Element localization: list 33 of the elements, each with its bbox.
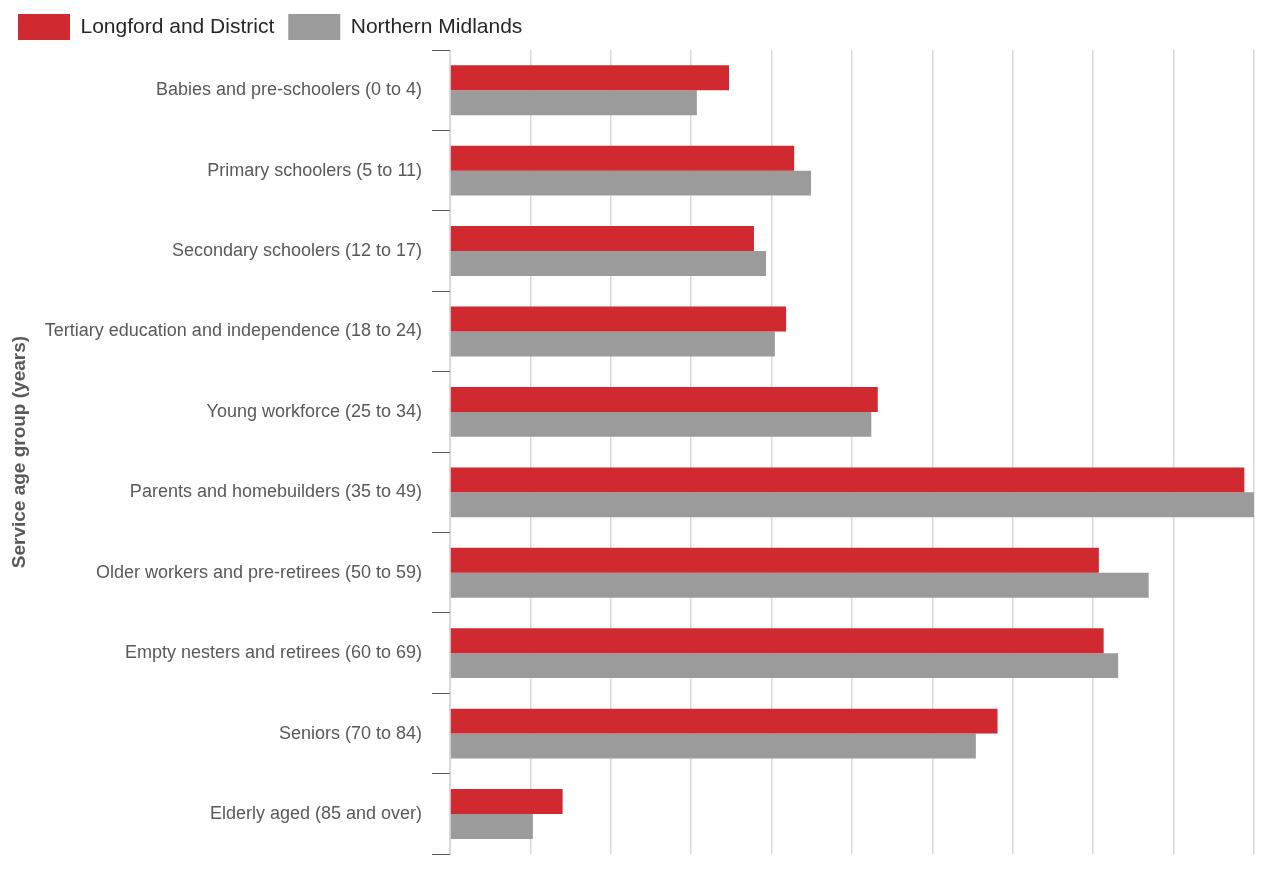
bar xyxy=(450,492,1254,518)
bar xyxy=(450,813,533,839)
legend-label: Northern Midlands xyxy=(350,13,523,37)
bar xyxy=(450,386,878,412)
y-tick-label: Empty nesters and retirees (60 to 69) xyxy=(124,642,423,663)
bar xyxy=(450,547,1099,573)
y-tick-label: Tertiary education and independence (18 to 24) xyxy=(44,320,423,341)
bar xyxy=(450,733,976,759)
y-tick-label: Young workforce (25 to 34) xyxy=(206,400,423,421)
y-tick-label: Parents and homebuilders (35 to 49) xyxy=(129,481,423,502)
bar xyxy=(450,145,795,171)
bar xyxy=(450,411,872,437)
bar xyxy=(450,628,1104,654)
bar xyxy=(450,251,767,276)
bar xyxy=(450,572,1149,598)
bar xyxy=(450,170,812,196)
y-tick-label: Primary schoolers (5 to 11) xyxy=(207,159,423,180)
bar xyxy=(450,226,754,252)
y-tick-label: Older workers and pre-retirees (50 to 59) xyxy=(95,561,423,582)
bar xyxy=(450,331,775,357)
bar xyxy=(450,653,1119,679)
bar xyxy=(450,65,730,91)
bar xyxy=(450,90,697,116)
y-tick-label: Elderly aged (85 and over) xyxy=(209,802,423,823)
y-tick-label: Seniors (70 to 84) xyxy=(278,722,423,743)
bar xyxy=(450,708,998,734)
y-axis-title: Service age group (years) xyxy=(7,335,29,569)
y-tick-label: Babies and pre-schoolers (0 to 4) xyxy=(155,79,423,100)
bar xyxy=(450,467,1245,493)
bar xyxy=(450,306,787,332)
y-tick-label: Secondary schoolers (12 to 17) xyxy=(171,240,423,261)
bar xyxy=(450,789,563,814)
legend-label: Longford and District xyxy=(80,13,275,37)
